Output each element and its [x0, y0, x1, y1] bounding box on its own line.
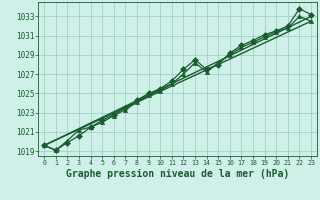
X-axis label: Graphe pression niveau de la mer (hPa): Graphe pression niveau de la mer (hPa) — [66, 169, 289, 179]
